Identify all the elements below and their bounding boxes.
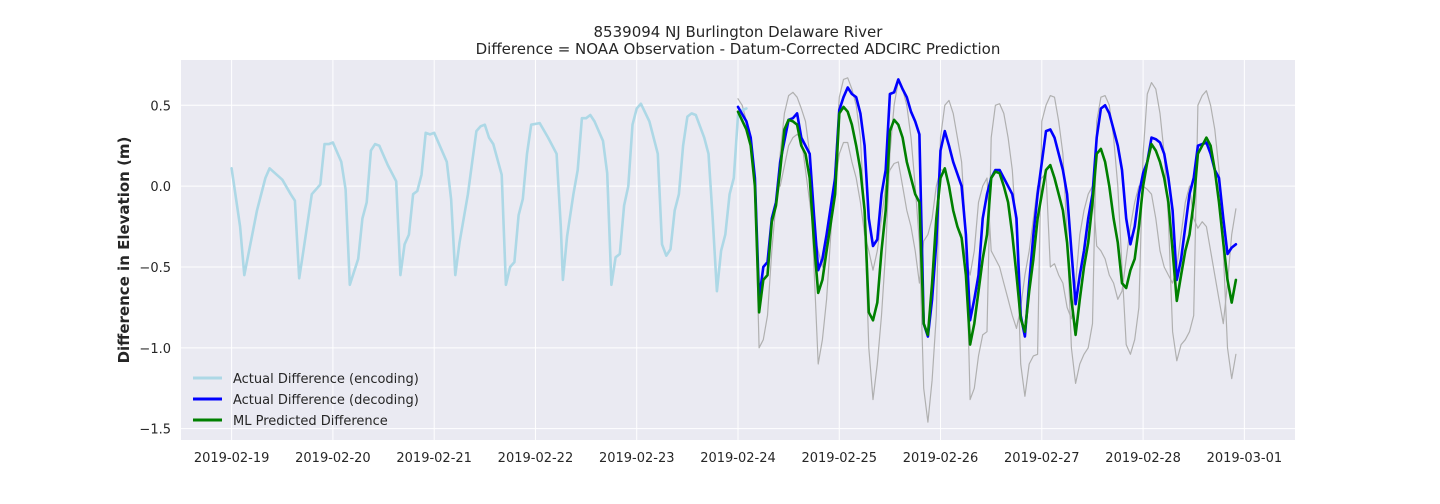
series-predicted-line [736,105,1238,346]
y-axis-label: Difference in Elevation (m) [115,137,133,364]
legend-label-predicted: ML Predicted Difference [233,414,388,429]
legend-label-decoding: Actual Difference (decoding) [233,393,419,408]
x-tick-label: 2019-02-23 [599,451,675,466]
y-tick-label: −1.5 [139,423,171,438]
series-gray-lower-line [779,133,1237,329]
x-tick-label: 2019-02-25 [801,451,877,466]
y-tick-labels: 0.5 0.0 −0.5 −1.0 −1.5 [139,99,171,437]
legend-label-encoding: Actual Difference (encoding) [233,372,419,387]
x-tick-label: 2019-02-22 [498,451,574,466]
x-tick-label: 2019-02-21 [396,451,472,466]
series-layer [230,77,1238,423]
x-tick-label: 2019-03-01 [1207,451,1283,466]
legend: Actual Difference (encoding) Actual Diff… [193,372,419,429]
chart-title: 8539094 NJ Burlington Delaware River [594,23,884,41]
chart-subtitle: Difference = NOAA Observation - Datum-Co… [476,40,1001,58]
x-tick-label: 2019-02-28 [1105,451,1181,466]
y-tick-label: −1.0 [139,342,171,357]
x-tick-label: 2019-02-19 [194,451,270,466]
x-tick-label: 2019-02-27 [1004,451,1080,466]
y-tick-label: 0.5 [150,99,171,114]
series-encoding-line [230,102,748,293]
y-tick-label: 0.0 [150,180,171,195]
x-tick-label: 2019-02-26 [903,451,979,466]
x-tick-label: 2019-02-24 [700,451,776,466]
x-tick-labels: 2019-02-19 2019-02-20 2019-02-21 2019-02-22… [194,451,1282,466]
x-tick-label: 2019-02-20 [295,451,371,466]
y-tick-label: −0.5 [139,261,171,276]
series-gray-upper-line [737,77,1237,423]
